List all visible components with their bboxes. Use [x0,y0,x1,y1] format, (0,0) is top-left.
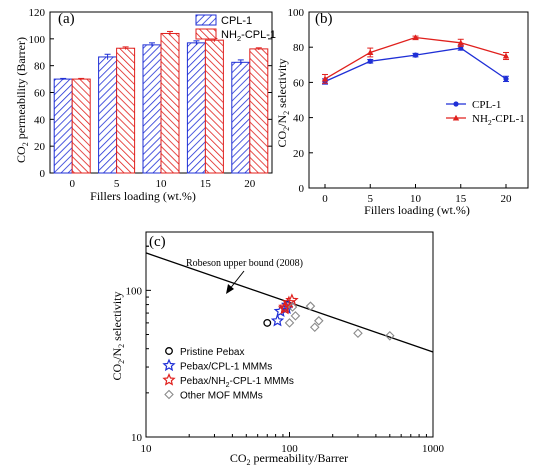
panel-a: 0 20 40 60 80 100 120 0 5 10 15 20 (a) CPL-1 NH2-CPL… [14,7,276,203]
panel-b-ytick-label: 100 [288,7,305,19]
panel-a-ytick-label: 0 [40,168,46,180]
panel-a-ytick-label: 20 [34,141,46,153]
panel-c-xtick-label: 100 [281,443,298,455]
panel-b-xtick-label: 10 [410,193,422,205]
data-point [385,331,395,341]
legend-marker [162,358,176,372]
panel-a-ytick-label: 80 [34,61,46,73]
legend-marker [162,372,176,386]
panel-a-xlabel: Fillers loading (wt.%) [90,189,196,203]
legend-label: NH2-CPL-1 [221,29,276,43]
data-point [270,313,285,327]
panel-c-xtick-label: 1000 [422,443,445,455]
panel-a-ytick-label: 60 [34,88,46,100]
legend-label: Pebax/CPL-1 MMMs [180,362,272,373]
data-point [282,295,296,309]
panel-b-xtick-label: 5 [368,193,374,205]
legend-swatch [195,14,217,26]
data-point [457,39,464,46]
panel-c-plot: 10 100 1000 10 100 [126,231,445,455]
bar [186,42,206,174]
bar [160,32,180,174]
data-point [353,328,363,339]
panel-b-frame [308,11,529,189]
panel-b-ytick-label: 80 [293,42,305,54]
panel-a-legend: CPL-1 NH2-CPL-1 [195,14,276,43]
panel-b-ytick-label: 60 [293,77,305,89]
panel-b-ytick-label: 0 [299,183,305,195]
data-point [367,58,373,64]
bar [231,61,251,174]
series-line [324,36,507,80]
panel-b-label: (b) [315,11,333,27]
panel-a-ytick-label: 100 [29,34,46,46]
data-point [321,75,329,82]
panel-c: 10 100 1000 10 100 (c) Pristine Pebax Pebax/C… [110,231,445,467]
panel-c-ytick-label: 100 [126,285,143,297]
panel-b-plot: 0 20 40 60 80 100 0 5 10 15 20 [288,7,529,205]
panel-b-xtick-label: 0 [322,193,328,205]
legend-label: Pristine Pebax [180,347,244,358]
legend-label: Other MOF MMMs [180,391,263,402]
bar [142,44,162,174]
data-point [502,52,510,59]
legend-swatch [195,28,217,40]
bar [204,39,224,174]
panel-b-ytick-label: 40 [293,113,305,125]
panel-a-label: (a) [58,11,75,27]
panel-a-xtick-label: 5 [114,178,120,190]
legend-label: CPL-1 [472,99,501,111]
bar [249,48,269,174]
data-point [287,302,298,312]
upper-bound-label: Robeson upper bound (2008) [186,258,303,269]
panel-b-ylabel: CO2/N2 selectivity [275,59,291,148]
legend-label: Pebax/NH2-CPL-1 MMMs [180,376,294,389]
data-point [503,76,509,82]
legend-label: NH2-CPL-1 [472,113,525,127]
data-point [412,34,419,41]
panel-b-legend: CPL-1 NH2-CPL-1 [446,99,525,127]
bar [98,56,118,174]
panel-c-legend: Pristine Pebax Pebax/CPL-1 MMMs Pebax/NH2-… [162,347,294,402]
data-point [263,318,272,327]
legend-marker [164,389,174,400]
panel-c-ytick-label: 10 [131,432,143,444]
panel-a-ytick-label: 40 [34,114,46,126]
data-point [290,311,301,321]
bar [116,47,136,174]
data-point [412,52,419,58]
panel-b-xtick-label: 15 [455,193,467,205]
panel-a-xtick-label: 0 [69,178,75,190]
panel-a-ytick-label: 120 [29,7,46,19]
data-point [305,301,316,311]
panel-a-ylabel: CO2 permeability (Barrer) [14,37,30,163]
panel-a-plot: 0 20 40 60 80 100 120 0 5 10 15 20 [29,7,273,190]
legend-marker [452,114,460,121]
panel-b-xtick-label: 20 [501,193,513,205]
panel-a-xtick-label: 15 [200,178,212,190]
panel-c-label: (c) [149,234,166,250]
data-point [309,322,320,333]
legend-marker [165,347,173,355]
panel-a-xtick-label: 20 [244,178,256,190]
data-point [314,316,324,326]
panel-c-xlabel: CO2 permeability/Barrer [230,451,348,467]
panel-b-ytick-label: 20 [293,148,305,160]
panel-a-xtick-label: 10 [156,178,168,190]
panel-c-xtick-label: 10 [141,443,153,455]
legend-label: CPL-1 [221,15,252,27]
data-point [284,318,295,328]
data-point [367,49,374,56]
upper-bound-arrow [226,270,245,294]
legend-marker [453,101,459,107]
bar [71,78,91,174]
panel-c-ylabel: CO2/N2 selectivity [110,292,126,381]
bar [53,78,73,174]
panel-b-xlabel: Fillers loading (wt.%) [364,203,470,217]
